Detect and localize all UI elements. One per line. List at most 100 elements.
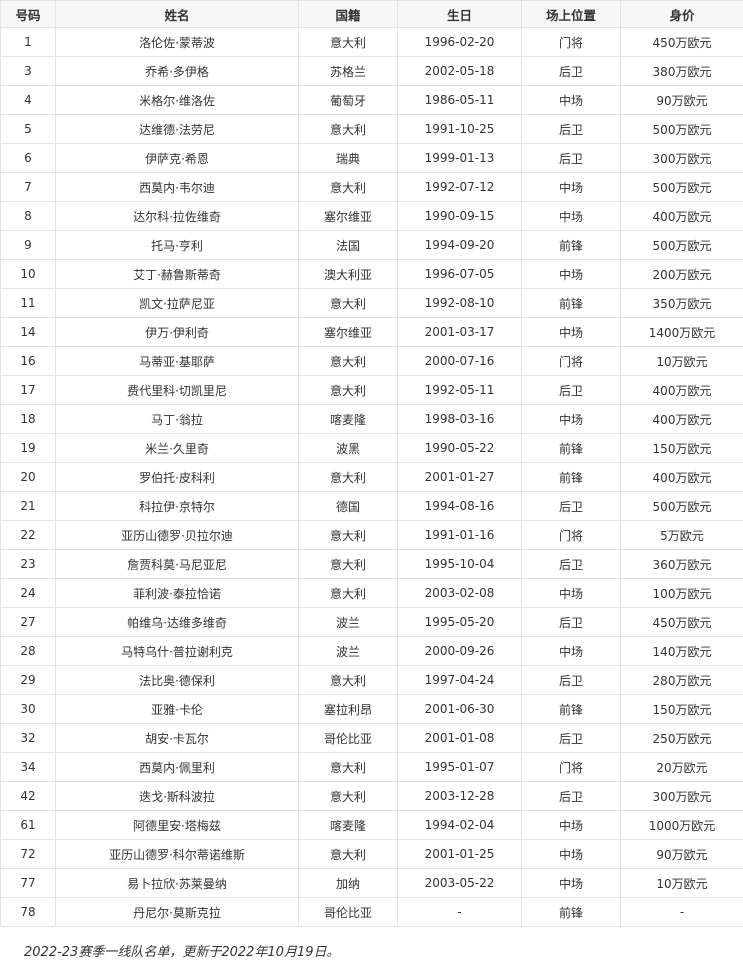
cell-number: 24 (0, 578, 56, 608)
cell-name: 艾丁·赫鲁斯蒂奇 (55, 259, 299, 289)
cell-market-value: 500万欧元 (620, 491, 743, 521)
cell-name: 米格尔·维洛佐 (55, 85, 299, 115)
cell-position: 前锋 (521, 462, 621, 492)
cell-nationality: 德国 (298, 491, 398, 521)
cell-birthday: 2002-05-18 (397, 56, 522, 86)
cell-market-value: 20万欧元 (620, 752, 743, 782)
cell-name: 亚雅·卡伦 (55, 694, 299, 724)
cell-nationality: 意大利 (298, 288, 398, 318)
table-row: 10 艾丁·赫鲁斯蒂奇 澳大利亚 1996-07-05 中场 200万欧元 (0, 259, 743, 289)
cell-birthday: 2001-01-27 (397, 462, 522, 492)
cell-position: 中场 (521, 85, 621, 115)
cell-position: 中场 (521, 636, 621, 666)
cell-birthday: 1990-09-15 (397, 201, 522, 231)
cell-position: 门将 (521, 346, 621, 376)
cell-name: 阿德里安·塔梅兹 (55, 810, 299, 840)
cell-name: 西莫内·韦尔迪 (55, 172, 299, 202)
cell-market-value: 380万欧元 (620, 56, 743, 86)
cell-nationality: 塞尔维亚 (298, 201, 398, 231)
table-row: 27 帕维乌·达维多维奇 波兰 1995-05-20 后卫 450万欧元 (0, 607, 743, 637)
cell-number: 11 (0, 288, 56, 318)
cell-number: 6 (0, 143, 56, 173)
cell-name: 亚历山德罗·科尔蒂诺维斯 (55, 839, 299, 869)
cell-name: 丹尼尔·莫斯克拉 (55, 897, 299, 927)
cell-name: 米兰·久里奇 (55, 433, 299, 463)
cell-name: 马丁·翁拉 (55, 404, 299, 434)
cell-number: 72 (0, 839, 56, 869)
cell-position: 前锋 (521, 230, 621, 260)
table-row: 29 法比奥·德保利 意大利 1997-04-24 后卫 280万欧元 (0, 665, 743, 695)
table-row: 3 乔希·多伊格 苏格兰 2002-05-18 后卫 380万欧元 (0, 56, 743, 86)
cell-number: 5 (0, 114, 56, 144)
cell-number: 10 (0, 259, 56, 289)
cell-number: 4 (0, 85, 56, 115)
table-row: 61 阿德里安·塔梅兹 喀麦隆 1994-02-04 中场 1000万欧元 (0, 810, 743, 840)
cell-number: 1 (0, 27, 56, 57)
cell-number: 61 (0, 810, 56, 840)
cell-position: 中场 (521, 404, 621, 434)
cell-nationality: 瑞典 (298, 143, 398, 173)
cell-nationality: 波兰 (298, 607, 398, 637)
cell-nationality: 塞尔维亚 (298, 317, 398, 347)
cell-position: 后卫 (521, 143, 621, 173)
table-row: 19 米兰·久里奇 波黑 1990-05-22 前锋 150万欧元 (0, 433, 743, 463)
cell-birthday: 1990-05-22 (397, 433, 522, 463)
cell-nationality: 意大利 (298, 781, 398, 811)
table-row: 9 托马·亨利 法国 1994-09-20 前锋 500万欧元 (0, 230, 743, 260)
table-row: 72 亚历山德罗·科尔蒂诺维斯 意大利 2001-01-25 中场 90万欧元 (0, 839, 743, 869)
cell-market-value: 400万欧元 (620, 462, 743, 492)
cell-number: 34 (0, 752, 56, 782)
cell-name: 马特乌什·普拉谢利克 (55, 636, 299, 666)
cell-name: 伊萨克·希恩 (55, 143, 299, 173)
table-row: 7 西莫内·韦尔迪 意大利 1992-07-12 中场 500万欧元 (0, 172, 743, 202)
cell-position: 中场 (521, 839, 621, 869)
cell-position: 后卫 (521, 114, 621, 144)
cell-position: 门将 (521, 520, 621, 550)
cell-market-value: 90万欧元 (620, 85, 743, 115)
cell-position: 前锋 (521, 694, 621, 724)
cell-birthday: 2001-01-08 (397, 723, 522, 753)
cell-nationality: 意大利 (298, 375, 398, 405)
cell-position: 前锋 (521, 897, 621, 927)
cell-market-value: 10万欧元 (620, 868, 743, 898)
cell-market-value: 400万欧元 (620, 201, 743, 231)
cell-nationality: 塞拉利昂 (298, 694, 398, 724)
cell-nationality: 澳大利亚 (298, 259, 398, 289)
cell-birthday: - (397, 897, 522, 927)
cell-birthday: 1991-10-25 (397, 114, 522, 144)
table-row: 23 詹贾科莫·马尼亚尼 意大利 1995-10-04 后卫 360万欧元 (0, 549, 743, 579)
cell-market-value: 200万欧元 (620, 259, 743, 289)
table-row: 32 胡安·卡瓦尔 哥伦比亚 2001-01-08 后卫 250万欧元 (0, 723, 743, 753)
cell-market-value: 450万欧元 (620, 27, 743, 57)
cell-number: 32 (0, 723, 56, 753)
cell-name: 马蒂亚·基耶萨 (55, 346, 299, 376)
cell-name: 詹贾科莫·马尼亚尼 (55, 549, 299, 579)
cell-market-value: 500万欧元 (620, 230, 743, 260)
cell-name: 费代里科·切凯里尼 (55, 375, 299, 405)
cell-nationality: 意大利 (298, 665, 398, 695)
cell-nationality: 葡萄牙 (298, 85, 398, 115)
cell-position: 中场 (521, 317, 621, 347)
cell-name: 达维德·法劳尼 (55, 114, 299, 144)
table-row: 6 伊萨克·希恩 瑞典 1999-01-13 后卫 300万欧元 (0, 143, 743, 173)
cell-name: 达尔科·拉佐维奇 (55, 201, 299, 231)
table-row: 34 西莫内·佩里利 意大利 1995-01-07 门将 20万欧元 (0, 752, 743, 782)
cell-position: 后卫 (521, 607, 621, 637)
cell-nationality: 意大利 (298, 752, 398, 782)
cell-birthday: 2001-01-25 (397, 839, 522, 869)
cell-position: 门将 (521, 752, 621, 782)
cell-number: 29 (0, 665, 56, 695)
cell-name: 亚历山德罗·贝拉尔迪 (55, 520, 299, 550)
cell-market-value: 250万欧元 (620, 723, 743, 753)
cell-nationality: 意大利 (298, 578, 398, 608)
table-row: 17 费代里科·切凯里尼 意大利 1992-05-11 后卫 400万欧元 (0, 375, 743, 405)
cell-nationality: 哥伦比亚 (298, 897, 398, 927)
cell-birthday: 2003-02-08 (397, 578, 522, 608)
table-row: 20 罗伯托·皮科利 意大利 2001-01-27 前锋 400万欧元 (0, 462, 743, 492)
cell-market-value: 300万欧元 (620, 781, 743, 811)
cell-position: 门将 (521, 27, 621, 57)
cell-birthday: 1997-04-24 (397, 665, 522, 695)
cell-nationality: 喀麦隆 (298, 810, 398, 840)
table-row: 18 马丁·翁拉 喀麦隆 1998-03-16 中场 400万欧元 (0, 404, 743, 434)
cell-position: 前锋 (521, 288, 621, 318)
